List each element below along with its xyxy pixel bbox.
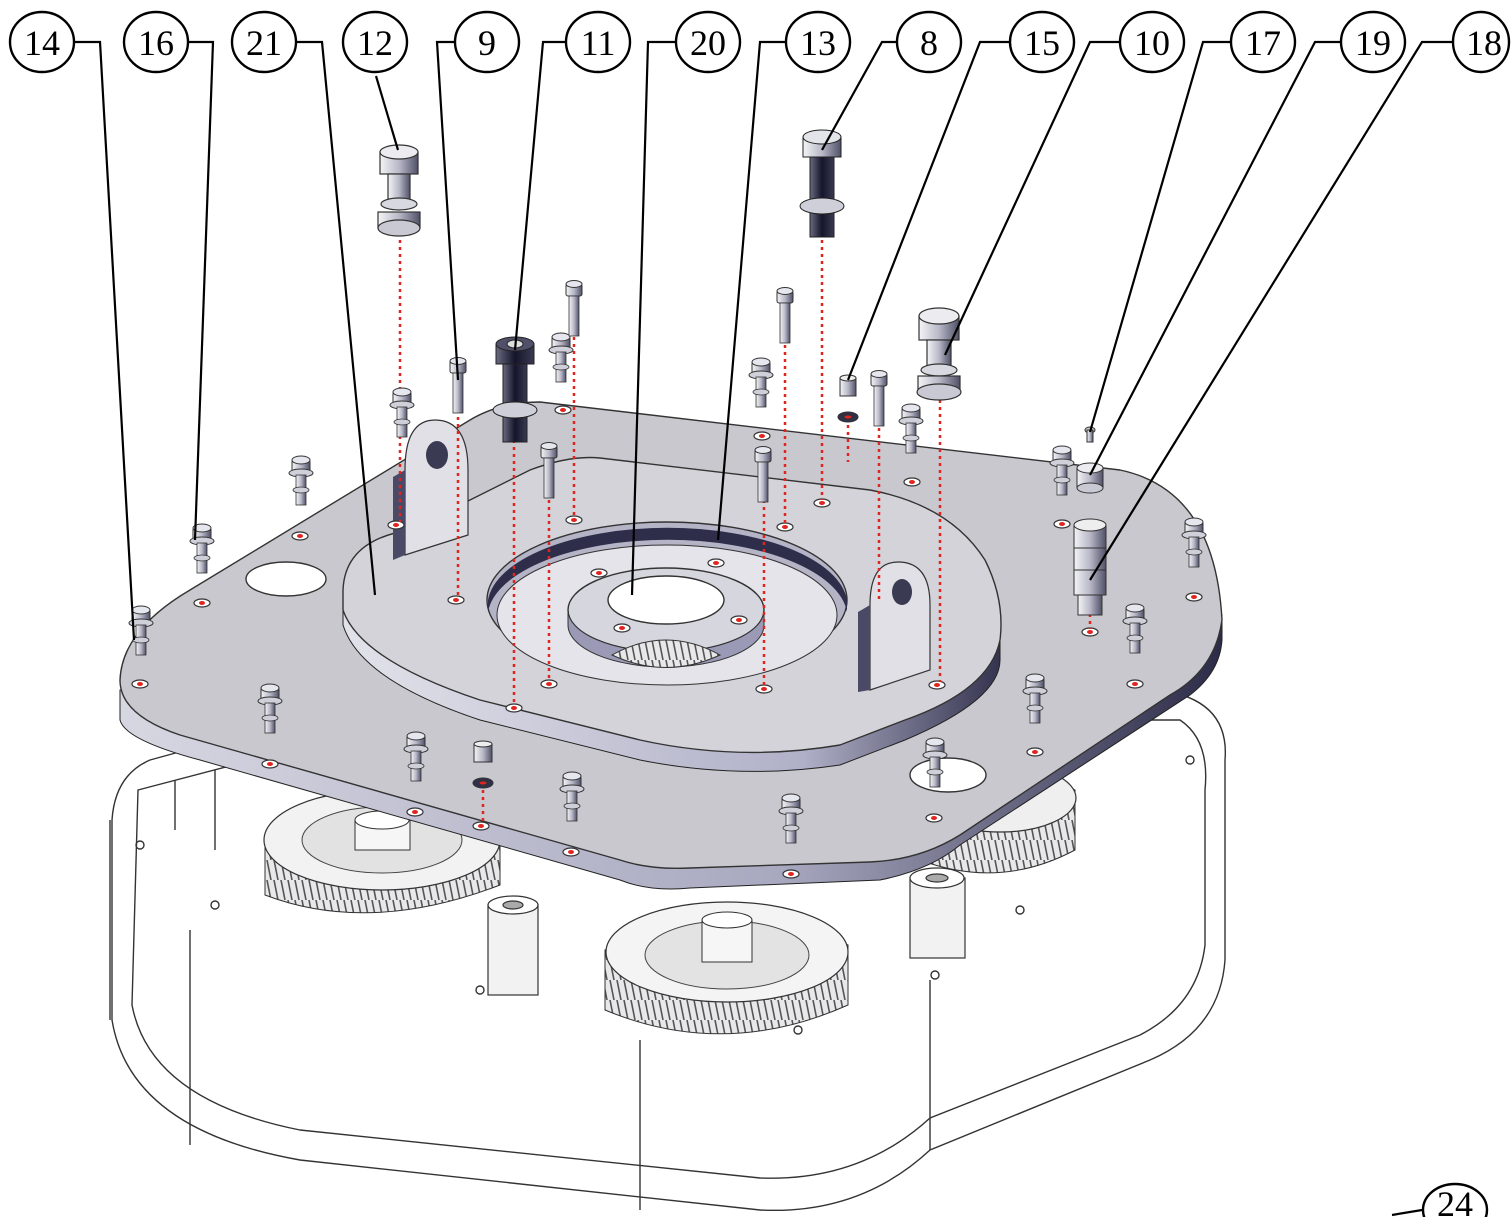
hex-bolt-10 xyxy=(916,307,962,401)
callout-24: 24 xyxy=(1421,1182,1489,1222)
bearing-shaft xyxy=(487,867,966,996)
callout-14: 14 xyxy=(8,10,76,74)
callout-10: 10 xyxy=(1118,10,1186,74)
callout-label: 10 xyxy=(1134,23,1170,63)
assembly-guide-lines xyxy=(398,240,1092,823)
lifting-lug-right xyxy=(858,561,931,692)
callout-12: 12 xyxy=(341,10,409,74)
callout-label: 8 xyxy=(920,23,938,63)
callout-18: 18 xyxy=(1451,10,1511,74)
callout-label: 24 xyxy=(1437,1184,1473,1217)
callout-label: 9 xyxy=(478,23,496,63)
washer-15 xyxy=(837,374,859,423)
callout-20: 20 xyxy=(674,10,742,74)
callout-17: 17 xyxy=(1229,10,1297,74)
callout-label: 12 xyxy=(357,23,393,63)
hex-bolt-12 xyxy=(377,144,421,237)
callout-label: 11 xyxy=(581,23,616,63)
callout-label: 15 xyxy=(1024,23,1060,63)
callout-13: 13 xyxy=(784,10,852,74)
callout-21: 21 xyxy=(230,10,298,74)
bearing-carrier-plate xyxy=(342,456,1002,772)
callout-11: 11 xyxy=(564,10,632,74)
leader-lines xyxy=(75,40,1452,1217)
callout-15: 15 xyxy=(1008,10,1076,74)
callout-label: 20 xyxy=(690,23,726,63)
callout-label: 17 xyxy=(1245,23,1281,63)
washer-bottom xyxy=(472,740,494,789)
callout-label: 19 xyxy=(1355,23,1391,63)
callout-19: 19 xyxy=(1339,10,1407,74)
callout-label: 18 xyxy=(1466,23,1502,63)
nut-19 xyxy=(1076,462,1104,494)
dark-bolt-8 xyxy=(799,129,845,238)
callout-label: 13 xyxy=(800,23,836,63)
callout-label: 16 xyxy=(138,23,174,63)
callout-label: 21 xyxy=(246,23,282,63)
callout-label: 14 xyxy=(24,23,60,63)
callout-9: 9 xyxy=(453,10,521,74)
callout-16: 16 xyxy=(122,10,190,74)
callout-8: 8 xyxy=(895,10,963,74)
lifting-lug-left xyxy=(393,419,469,560)
helical-gear-left xyxy=(263,789,501,914)
helical-gear-center xyxy=(604,901,849,1035)
fitting-body-18 xyxy=(1073,518,1107,616)
